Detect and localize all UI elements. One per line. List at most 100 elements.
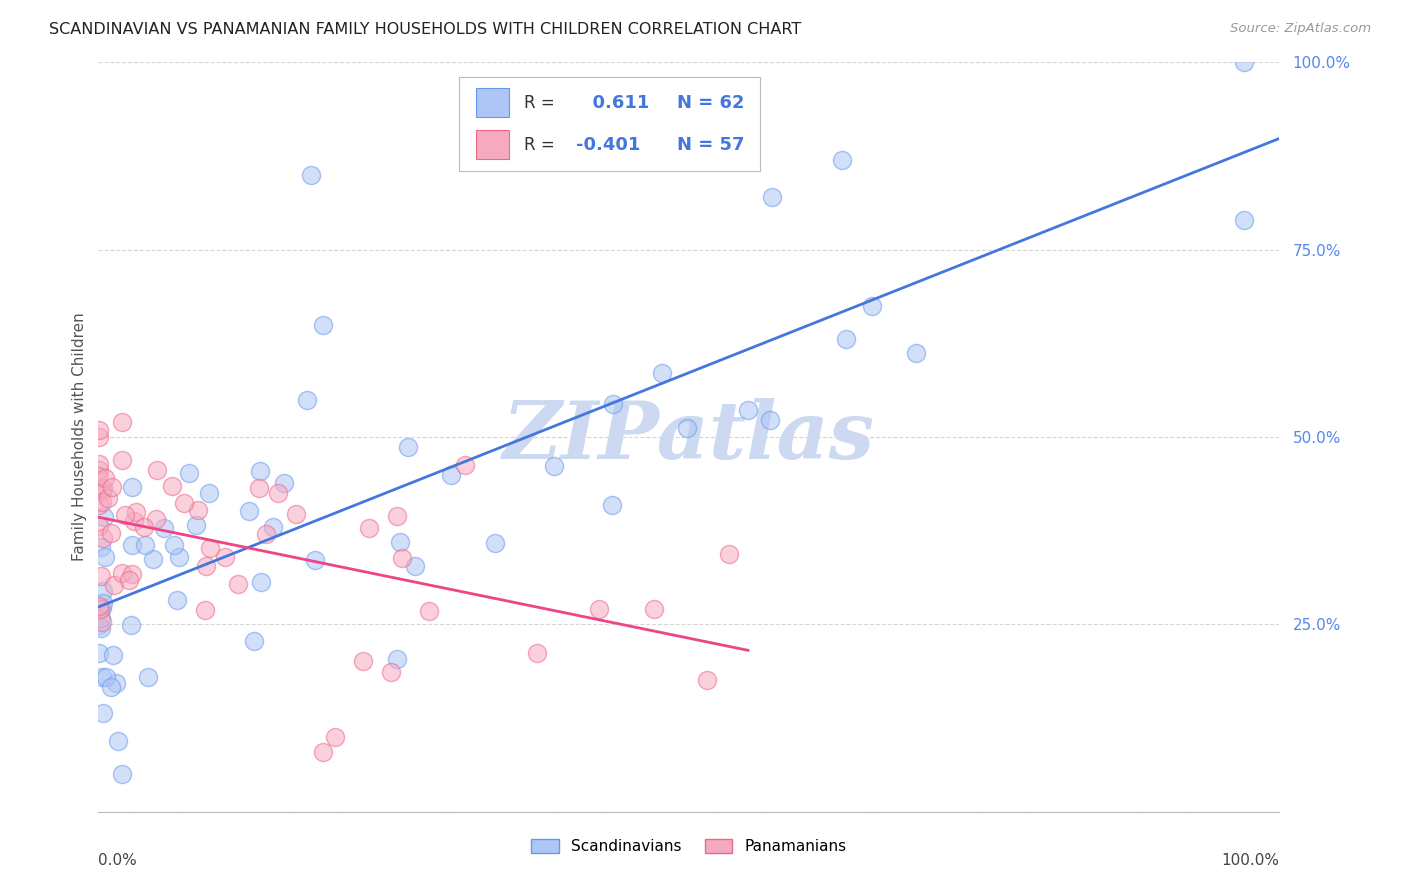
Point: [146, 463, 169, 477]
Point: [904, 345, 927, 359]
Point: [387, 508, 409, 523]
Point: [91, 596, 114, 610]
Point: [91, 615, 114, 629]
Point: [284, 507, 307, 521]
Point: [107, 734, 129, 748]
Point: [91, 706, 114, 720]
Point: [91, 531, 114, 545]
Point: [104, 676, 127, 690]
Point: [163, 538, 186, 552]
Point: [90, 495, 112, 509]
FancyBboxPatch shape: [477, 130, 509, 159]
Point: [89, 423, 111, 437]
Point: [312, 745, 335, 759]
Point: [543, 459, 565, 474]
Point: [254, 527, 277, 541]
Point: [357, 521, 380, 535]
Point: [121, 538, 143, 552]
Point: [142, 552, 165, 566]
Point: [385, 652, 408, 666]
Point: [90, 569, 112, 583]
Y-axis label: Family Households with Children: Family Households with Children: [72, 313, 87, 561]
Point: [835, 332, 858, 346]
Point: [717, 547, 740, 561]
Point: [91, 670, 114, 684]
Point: [89, 463, 111, 477]
Point: [121, 567, 143, 582]
Point: [89, 519, 111, 533]
Point: [194, 603, 217, 617]
Point: [195, 558, 218, 573]
Point: [121, 480, 143, 494]
Point: [91, 481, 114, 495]
Point: [1233, 213, 1256, 227]
Point: [588, 602, 610, 616]
Point: [97, 491, 120, 505]
Point: [831, 153, 853, 167]
Text: R =: R =: [523, 136, 554, 153]
Point: [120, 618, 142, 632]
Point: [132, 519, 155, 533]
Point: [101, 480, 124, 494]
Point: [134, 538, 156, 552]
Point: [90, 540, 112, 554]
Point: [1233, 55, 1256, 70]
Text: N = 57: N = 57: [678, 136, 745, 153]
Text: -0.401: -0.401: [575, 136, 640, 153]
Point: [111, 566, 134, 580]
Point: [761, 190, 783, 204]
Point: [166, 592, 188, 607]
Point: [214, 549, 236, 564]
Point: [93, 471, 115, 485]
Point: [226, 577, 249, 591]
Point: [145, 511, 167, 525]
Point: [89, 482, 111, 496]
Point: [103, 578, 125, 592]
Point: [90, 611, 112, 625]
FancyBboxPatch shape: [458, 78, 759, 171]
Point: [87, 499, 110, 513]
Point: [860, 300, 883, 314]
Point: [418, 604, 440, 618]
Text: Source: ZipAtlas.com: Source: ZipAtlas.com: [1230, 22, 1371, 36]
Point: [96, 670, 118, 684]
Point: [89, 602, 111, 616]
Point: [312, 318, 335, 332]
Point: [249, 464, 271, 478]
Point: [759, 413, 782, 427]
Point: [114, 508, 136, 522]
Point: [396, 440, 419, 454]
Point: [111, 452, 134, 467]
Point: [238, 504, 260, 518]
Point: [389, 534, 412, 549]
Point: [267, 486, 290, 500]
Point: [304, 553, 326, 567]
Point: [297, 392, 319, 407]
Point: [696, 673, 718, 687]
Point: [122, 515, 145, 529]
Point: [247, 481, 270, 495]
Point: [602, 397, 624, 411]
Point: [153, 521, 176, 535]
Point: [242, 634, 264, 648]
Point: [111, 767, 134, 781]
Point: [323, 730, 346, 744]
Point: [380, 665, 402, 679]
Point: [167, 549, 190, 564]
Point: [173, 496, 195, 510]
Point: [179, 467, 201, 481]
Point: [90, 621, 112, 635]
Point: [249, 575, 271, 590]
Point: [262, 520, 284, 534]
Point: [187, 503, 209, 517]
Point: [87, 599, 110, 613]
Point: [101, 648, 124, 662]
Point: [87, 618, 110, 632]
Point: [676, 421, 699, 435]
Point: [391, 550, 413, 565]
Point: [91, 583, 114, 598]
Point: [87, 646, 110, 660]
Point: [440, 467, 463, 482]
Text: 0.611: 0.611: [581, 94, 650, 112]
Point: [600, 498, 623, 512]
